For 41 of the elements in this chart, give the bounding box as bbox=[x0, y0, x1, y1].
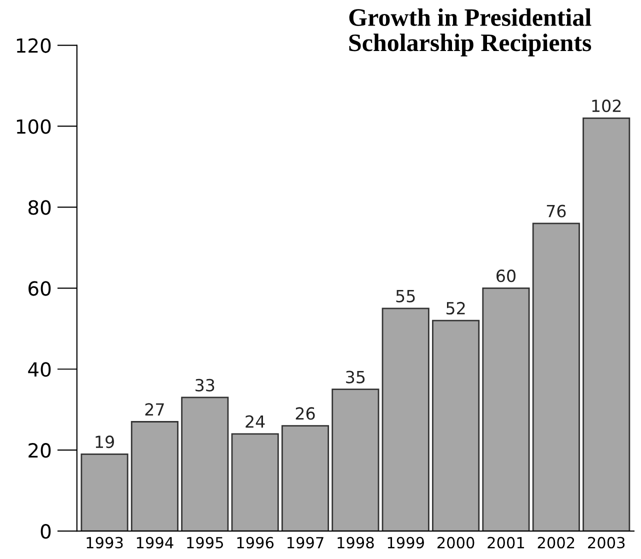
bar bbox=[231, 433, 279, 532]
data-label: 26 bbox=[296, 407, 315, 420]
data-label: 60 bbox=[496, 270, 516, 282]
bar bbox=[332, 388, 380, 532]
x-tick-label: 1995 bbox=[187, 536, 223, 548]
x-tick-label: 2002 bbox=[538, 536, 574, 548]
bar bbox=[432, 320, 480, 532]
data-label: 102 bbox=[592, 100, 621, 112]
data-label: 35 bbox=[346, 370, 365, 384]
bar bbox=[80, 453, 128, 532]
x-tick-label: 2000 bbox=[437, 536, 474, 548]
bar bbox=[130, 421, 178, 532]
x-tick-label: 1997 bbox=[287, 536, 324, 548]
data-label: 55 bbox=[396, 290, 415, 302]
y-tick-label: 0 bbox=[40, 524, 51, 539]
chart-title: Growth in Presidential Scholarship Recipients bbox=[349, 8, 592, 56]
x-tick-label: 1998 bbox=[338, 536, 374, 548]
data-label: 24 bbox=[246, 415, 265, 428]
bar bbox=[382, 308, 430, 532]
y-tick-label: 40 bbox=[28, 362, 51, 377]
x-tick-label: 2003 bbox=[588, 536, 625, 548]
bar bbox=[582, 117, 630, 532]
data-label: 19 bbox=[96, 436, 114, 448]
x-tick-label: 1999 bbox=[388, 536, 424, 548]
bar bbox=[281, 425, 330, 532]
bar bbox=[482, 287, 530, 532]
x-tick-label: 2001 bbox=[488, 536, 524, 548]
x-tick-label: 1994 bbox=[136, 536, 174, 548]
data-label: 27 bbox=[145, 403, 164, 416]
y-tick-label: 80 bbox=[28, 200, 51, 215]
y-tick-label: 60 bbox=[28, 281, 51, 296]
x-tick-label: 1996 bbox=[237, 536, 274, 548]
x-tick-label: 1993 bbox=[86, 536, 123, 548]
bar bbox=[181, 396, 229, 532]
y-tick-label: 100 bbox=[16, 119, 51, 134]
data-label: 52 bbox=[446, 302, 465, 315]
data-label: 76 bbox=[546, 204, 566, 218]
y-tick-label: 20 bbox=[28, 443, 51, 458]
data-label: 33 bbox=[196, 378, 214, 392]
bar bbox=[532, 222, 580, 532]
y-tick-label: 120 bbox=[16, 38, 51, 53]
